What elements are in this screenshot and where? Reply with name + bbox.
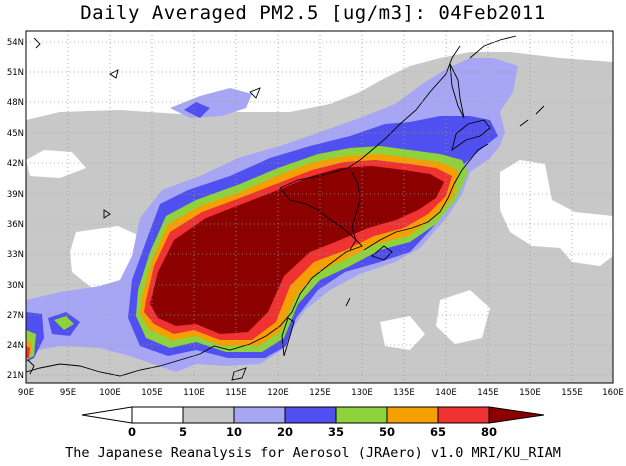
lon-tick-label: 90E (18, 388, 34, 398)
plot-frame (25, 30, 614, 384)
coastlines (26, 35, 545, 381)
colorbar-segment (182, 406, 235, 424)
lat-tick-label: 45N (7, 129, 24, 139)
lon-tick-label: 155E (561, 388, 583, 398)
lon-tick-label: 100E (99, 388, 121, 398)
lat-tick-label: 39N (7, 190, 24, 200)
colorbar-segment (437, 406, 490, 424)
colorbar-label: 10 (226, 425, 242, 439)
colorbar-labels: 0 5 10 20 35 50 65 80 (128, 425, 497, 439)
lon-tick-label: 145E (477, 388, 499, 398)
level-20-35-region (184, 102, 210, 118)
map-title: Daily Averaged PM2.5 [ug/m3]: 04Feb2011 (80, 2, 546, 24)
lat-tick-label: 21N (7, 371, 24, 381)
white-clear-pocket (26, 150, 86, 178)
level-35-50-region (54, 316, 74, 330)
white-clear-pocket (436, 290, 490, 344)
lat-tick-label: 54N (7, 38, 24, 48)
lon-tick-label: 130E (351, 388, 373, 398)
lon-tick-label: 125E (309, 388, 331, 398)
lon-tick-label: 115E (225, 388, 247, 398)
lat-axis: 21N 24N 27N 30N 33N 36N 39N 42N 45N 48N … (7, 38, 24, 381)
lat-tick-label: 36N (7, 220, 24, 230)
colorbar-label: 20 (277, 425, 293, 439)
lat-tick-label: 51N (7, 68, 24, 78)
concentration-field (26, 52, 613, 383)
lat-tick-label: 33N (7, 250, 24, 260)
colorbar-segment (386, 406, 439, 424)
white-clear-pocket (380, 316, 425, 350)
colorbar-label: 0 (128, 425, 136, 439)
colorbar-lower-extend (81, 406, 133, 424)
level-80-plus-region (150, 166, 444, 334)
lat-tick-label: 27N (7, 311, 24, 321)
lon-tick-label: 150E (519, 388, 541, 398)
lon-tick-label: 140E (435, 388, 457, 398)
lon-tick-label: 95E (60, 388, 76, 398)
lon-tick-label: 135E (393, 388, 415, 398)
lon-tick-label: 110E (183, 388, 205, 398)
white-clear-pocket (500, 160, 613, 266)
lat-tick-label: 30N (7, 281, 24, 291)
lon-axis: 90E 95E 100E 105E 110E 115E 120E 125E 13… (18, 388, 624, 398)
colorbar (81, 406, 545, 424)
footer-credit: The Japanese Reanalysis for Aerosol (JRA… (65, 445, 561, 461)
colorbar-segment (284, 406, 337, 424)
colorbar-label: 50 (379, 425, 395, 439)
colorbar-segment (233, 406, 286, 424)
colorbar-upper-extend (488, 406, 545, 424)
colorbar-segment (335, 406, 388, 424)
gridlines (26, 31, 613, 383)
lon-tick-label: 160E (602, 388, 624, 398)
lon-tick-label: 120E (267, 388, 289, 398)
level-65-80-region (26, 346, 30, 358)
lon-tick-label: 105E (141, 388, 163, 398)
lat-tick-label: 24N (7, 341, 24, 351)
colorbar-label: 35 (328, 425, 344, 439)
colorbar-label: 5 (179, 425, 187, 439)
colorbar-segment (131, 406, 184, 424)
colorbar-label: 65 (430, 425, 446, 439)
lat-tick-label: 48N (7, 98, 24, 108)
lat-tick-label: 42N (7, 159, 24, 169)
colorbar-label: 80 (481, 425, 497, 439)
